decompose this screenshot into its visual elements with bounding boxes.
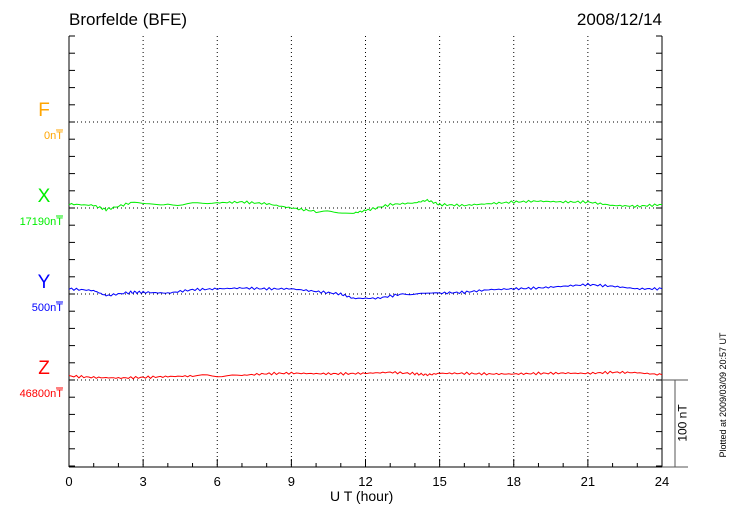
series-name-Z: Z [38, 358, 50, 379]
x-tick-label: 18 [507, 474, 521, 489]
scale-bar-label: 100 nT [675, 404, 690, 442]
x-tick-label: 0 [65, 474, 72, 489]
series-name-X: X [38, 186, 51, 207]
chart-date: 2008/12/14 [576, 10, 662, 29]
series-baseline-F: 0nT [44, 130, 63, 142]
series-line-Z [68, 370, 663, 380]
x-axis-label: U T (hour) [330, 488, 394, 504]
x-tick-label: 24 [655, 474, 669, 489]
chart-title: Brorfelde (BFE) [69, 10, 188, 29]
series-line-X [68, 198, 663, 214]
series-baseline-X: 17190nT [20, 216, 64, 228]
x-tick-label: 15 [432, 474, 446, 489]
series-name-Y: Y [38, 272, 51, 293]
x-tick-label: 21 [581, 474, 595, 489]
x-tick-label: 12 [358, 474, 372, 489]
series-baseline-Z: 46800nT [20, 388, 64, 400]
x-tick-label: 9 [288, 474, 295, 489]
series-line-Y [68, 282, 663, 300]
plotted-at-footer: Plotted at 2009/03/09 20:57 UT [718, 332, 728, 458]
series-baseline-Y: 500nT [32, 302, 63, 314]
x-tick-label: 6 [214, 474, 221, 489]
x-tick-label: 3 [140, 474, 147, 489]
series-name-F: F [38, 100, 50, 121]
